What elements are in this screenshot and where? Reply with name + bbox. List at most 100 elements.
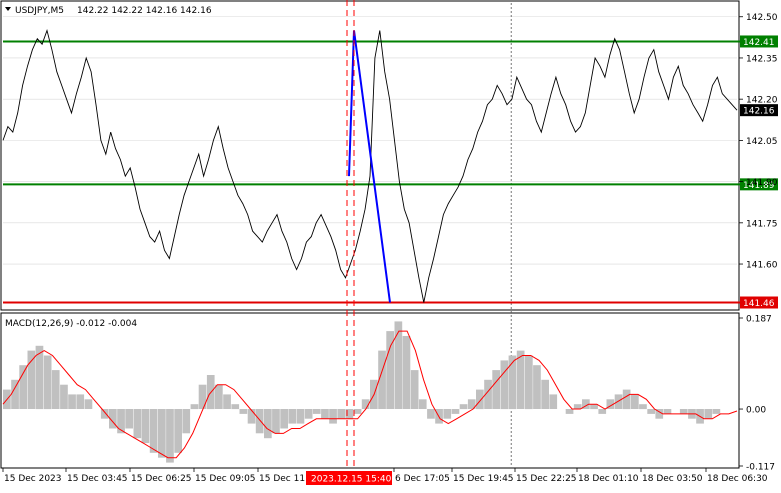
macd-histogram-bar (247, 409, 256, 424)
macd-histogram-bar (451, 409, 460, 414)
macd-histogram-bar (622, 389, 631, 410)
macd-histogram-bar (647, 409, 655, 414)
macd-histogram-bar (679, 409, 688, 414)
macd-histogram-bar (329, 409, 337, 424)
price-tick-label: 142.05 (746, 137, 778, 147)
cursor-time-highlight (306, 471, 392, 485)
macd-signal-line (2, 330, 738, 459)
cursor-lines (346, 0, 355, 470)
time-tick-label: 15 Dec 11:4 (259, 474, 314, 484)
macd-histogram-bar (500, 360, 509, 410)
macd-histogram-bar (149, 409, 158, 453)
price-tick-label: 141.60 (746, 261, 778, 271)
macd-histogram-bar (353, 409, 362, 414)
macd-histogram-bar (141, 409, 150, 444)
macd-histogram-bar (35, 345, 44, 410)
macd-histogram-bar (590, 404, 598, 410)
support-resistance-levels[interactable]: 142.41 141.89 141.46 (3, 35, 778, 309)
macd-histogram-bar (296, 409, 305, 424)
symbol-header: USDJPY,M5 142.22 142.22 142.16 142.16 (5, 6, 212, 16)
time-tick-label: 15 Dec 03:45 (67, 474, 128, 484)
macd-histogram-bar (541, 379, 549, 409)
macd-histogram-bar (394, 321, 403, 409)
time-tick-label: 15 Dec 22:25 (516, 474, 577, 484)
macd-histogram-bar (166, 409, 174, 463)
ohlc-values: 142.22 142.22 142.16 142.16 (77, 6, 212, 16)
macd-histogram-bar (508, 355, 517, 410)
level-price-tag (740, 178, 778, 191)
macd-histogram-bar (516, 350, 525, 409)
macd-histogram-bar (467, 399, 476, 409)
macd-histogram-bar (565, 409, 574, 414)
dropdown-triangle-icon[interactable] (5, 7, 11, 11)
macd-histogram-bar (476, 389, 484, 410)
macd-histogram-bar (459, 404, 468, 410)
macd-indicator (2, 321, 738, 463)
time-tick-label: 18 Dec 06:30 (707, 474, 768, 484)
macd-histogram-bar (27, 350, 36, 409)
time-axis: 15 Dec 2023 15 Dec 03:45 15 Dec 06:25 15 De… (2, 468, 768, 485)
current-price-label: 142.16 (743, 107, 775, 117)
macd-histogram-bar (288, 409, 297, 424)
macd-histogram-bar (231, 404, 240, 410)
macd-histogram-bar (255, 409, 264, 434)
current-price-tag (740, 104, 778, 117)
macd-histogram-bar (215, 384, 223, 409)
macd-tick-label: -0.117 (746, 463, 775, 473)
macd-histogram-bar (663, 409, 672, 414)
macd-histogram-bar (606, 399, 615, 409)
level-price-label: 141.89 (743, 181, 775, 191)
time-tick-label: 15 Dec 06:25 (131, 474, 192, 484)
macd-histogram-bar (655, 409, 664, 419)
price-tick-label: 142.20 (746, 96, 778, 106)
macd-histogram-bar (631, 394, 639, 409)
macd-histogram-bar (272, 409, 280, 434)
macd-histogram-bar (321, 409, 329, 419)
time-tick-label: 18 Dec 03:50 (642, 474, 703, 484)
time-tick-label: 18 Dec 01:10 (578, 474, 639, 484)
level-price-tag (740, 35, 778, 48)
price-tick-label: 142.35 (746, 54, 778, 64)
macd-histogram-bar (312, 409, 321, 414)
macd-histogram-bar (614, 394, 623, 409)
cursor-time-label: 2023.12.15 15:40 (311, 475, 392, 485)
time-tick-label: 15 Dec 19:45 (453, 474, 514, 484)
price-tick-label: 142.50 (746, 13, 778, 23)
price-tick-label: 141.75 (746, 219, 778, 229)
macd-histogram-bar (712, 409, 721, 414)
macd-histogram-bar (361, 399, 370, 409)
macd-histogram-bar (582, 399, 590, 409)
macd-histogram-bar (133, 409, 142, 439)
macd-histogram-bar (704, 409, 713, 419)
macd-histogram-bar (182, 409, 191, 434)
macd-histogram-bar (533, 365, 541, 409)
price-axis: 142.50 142.35 142.20 142.05 141.90 141.75 141.… (739, 13, 778, 271)
macd-histogram-bar (492, 370, 500, 409)
macd-histogram-bar (109, 409, 117, 429)
time-tick-label: 15 Dec 2023 (4, 474, 62, 484)
macd-histogram-bar (304, 409, 313, 419)
macd-histogram-bar (549, 394, 558, 409)
macd-histogram-bar (639, 404, 647, 410)
level-price-label: 141.46 (743, 299, 775, 309)
macd-histogram-bar (60, 384, 68, 409)
macd-axis: 0.187 0.00 -0.117 (739, 315, 775, 473)
level-price-tag (740, 296, 778, 309)
macd-histogram-bar (443, 409, 452, 419)
macd-histogram-bar (386, 331, 394, 409)
macd-histogram-bar (525, 355, 533, 410)
macd-histogram-bar (11, 379, 19, 409)
macd-histogram-bar (337, 409, 346, 419)
macd-histogram-bar (51, 370, 60, 409)
macd-histogram-bar (174, 409, 182, 453)
macd-histogram-bar (190, 404, 199, 410)
macd-histogram-bar (410, 370, 419, 409)
macd-histogram-bar (125, 409, 133, 429)
macd-histogram-bar (345, 409, 354, 419)
macd-histogram-bar (117, 409, 125, 434)
time-tick-label: 15 Dec 09:05 (195, 474, 256, 484)
price-tick-label: 141.90 (746, 178, 778, 188)
time-tick-label: 6 Dec 17:05 (395, 474, 450, 484)
